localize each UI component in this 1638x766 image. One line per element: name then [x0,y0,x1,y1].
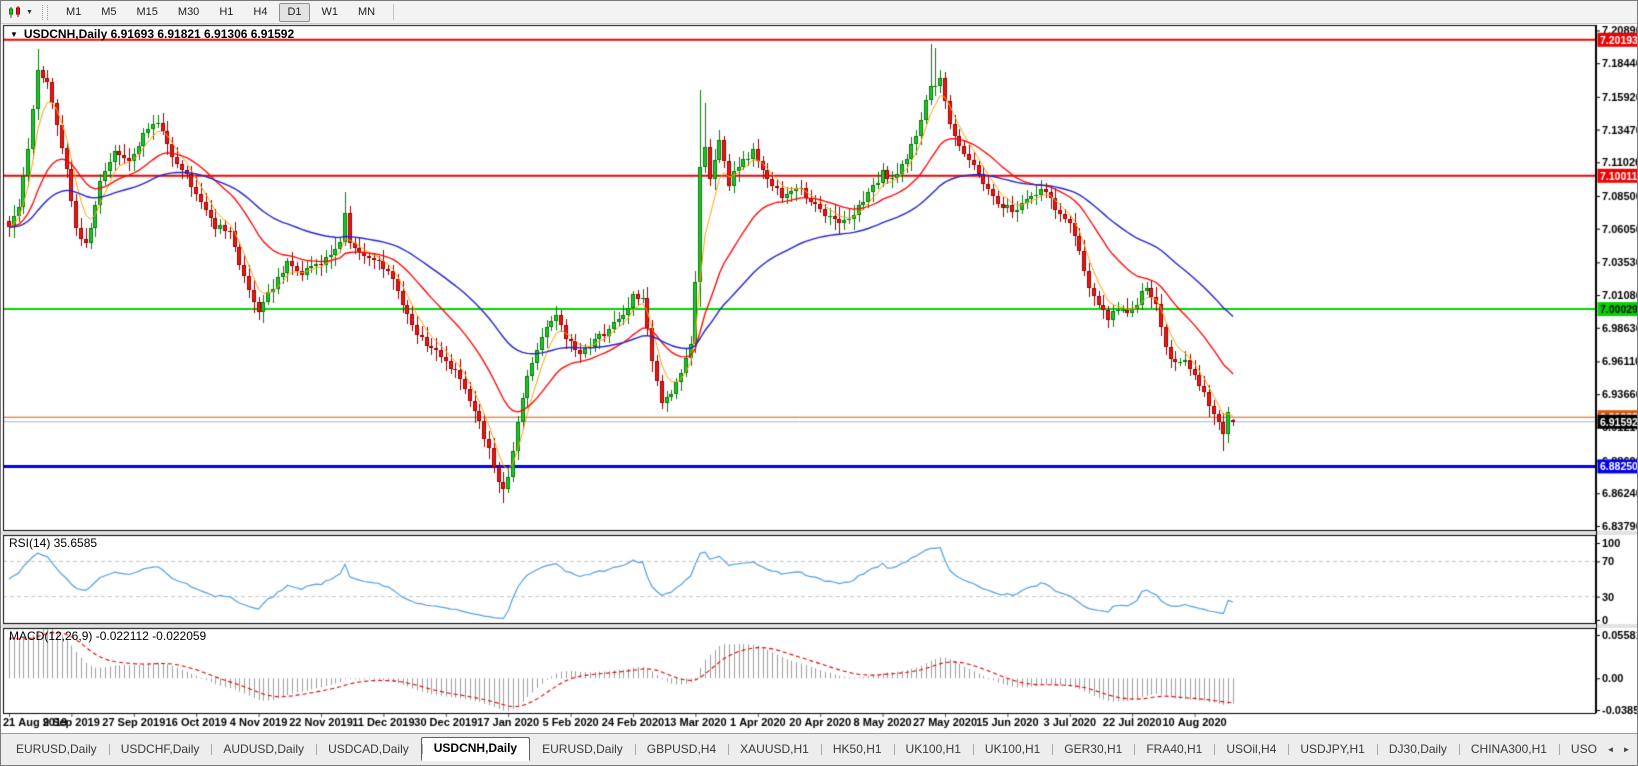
tab-scroll-right-icon[interactable]: ► [1622,745,1631,754]
toolbar-grip-handle[interactable] [41,4,48,20]
chart-tab-16-china300-h1[interactable]: CHINA300,H1 [1458,738,1559,761]
chart-tab-13-usoil-h4[interactable]: USOil,H4 [1214,738,1288,761]
chart-tab-15-dj30-daily[interactable]: DJ30,Daily [1376,738,1459,761]
timeframe-button-mn[interactable]: MN [358,5,376,18]
timeframe-button-m15[interactable]: M15 [136,5,158,18]
chart-tab-10-uk100-h1[interactable]: UK100,H1 [972,738,1052,761]
chart-tab-2-audusd-daily[interactable]: AUDUSD,Daily [211,738,316,761]
rsi-indicator-label: RSI(14) 35.6585 [9,536,98,550]
chart-tab-14-usdjpy-h1[interactable]: USDJPY,H1 [1288,738,1376,761]
chart-tab-12-fra40-h1[interactable]: FRA40,H1 [1134,738,1214,761]
timeframe-button-h1[interactable]: H1 [219,5,234,18]
timeframe-button-h4[interactable]: H4 [253,5,268,18]
timeframe-buttons: M1 M5 M15 M30 H1 H4 D1 W1 MN [56,2,385,22]
timeframe-toolbar: ▼ M1 M5 M15 M30 H1 H4 D1 W1 MN [1,1,1637,24]
chart-tabs: EURUSD,Daily USDCHF,Daily AUDUSD,Daily USDC… [1,734,1597,761]
chart-tab-4-usdcnh-daily[interactable]: USDCNH,Daily [420,737,531,761]
chart-tab-1-usdchf-daily[interactable]: USDCHF,Daily [108,738,212,761]
timeframe-button-m1[interactable]: M1 [65,5,82,18]
timeframe-button-m5[interactable]: M5 [101,5,117,18]
chart-tab-6-gbpusd-h4[interactable]: GBPUSD,H4 [634,738,728,761]
macd-indicator-label: MACD(12,26,9) -0.022112 -0.022059 [9,629,207,643]
chart-tab-7-xauusd-h1[interactable]: XAUUSD,H1 [728,738,821,761]
chart-type-icon[interactable] [6,4,24,20]
price-chart-canvas[interactable] [1,1,1637,733]
chart-ohlc: 6.91693 6.91821 6.91306 6.91592 [110,27,295,41]
chart-tab-3-usdcad-daily[interactable]: USDCAD,Daily [316,738,421,761]
tab-scroll-buttons: ◄ ► [1604,743,1633,756]
chart-symbol-period: USDCNH,Daily [23,27,108,41]
chart-menu-caret-icon[interactable]: ▼ [26,8,33,16]
chart-tab-5-eurusd-daily[interactable]: EURUSD,Daily [542,742,623,756]
chart-tab-17-usoil-h1[interactable]: USOil,H1 [1558,738,1597,761]
chart-tab-9-uk100-h1[interactable]: UK100,H1 [893,738,973,761]
toolbar-separator [393,4,395,20]
chart-tab-0-eurusd-daily[interactable]: EURUSD,Daily [16,742,97,756]
timeframe-button-m30[interactable]: M30 [177,5,200,18]
chart-title: ▼ USDCNH,Daily 6.91693 6.91821 6.91306 6.… [10,27,294,41]
symbol-dropdown-icon[interactable]: ▼ [10,30,18,39]
timeframe-button-w1[interactable]: W1 [321,5,339,18]
timeframe-button-d1[interactable]: D1 [279,2,310,22]
chart-tab-bar: EURUSD,Daily USDCHF,Daily AUDUSD,Daily USDC… [1,733,1637,765]
chart-tab-11-ger30-h1[interactable]: GER30,H1 [1052,738,1134,761]
chart-tab-8-hk50-h1[interactable]: HK50,H1 [820,738,894,761]
tab-scroll-left-icon[interactable]: ◄ [1606,745,1615,754]
